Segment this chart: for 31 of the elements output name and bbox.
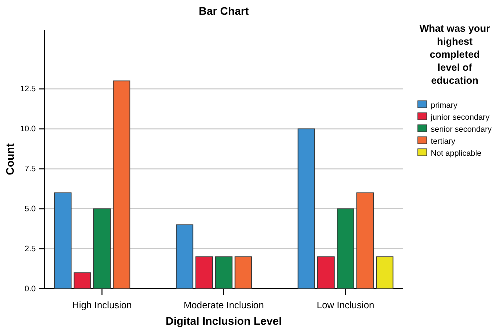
x-tick-label: Moderate Inclusion [184, 300, 264, 312]
legend-label: junior secondary [430, 113, 490, 122]
y-tick-label: 2.5 [24, 244, 37, 254]
bar [234, 256, 252, 290]
y-tick-label: 0.0 [24, 284, 37, 294]
bar [54, 192, 72, 290]
bar [176, 224, 194, 290]
x-tick-label: Low Inclusion [316, 300, 375, 312]
legend-label: tertiary [431, 137, 456, 146]
y-tick-label: 5.0 [24, 204, 37, 214]
legend-label: senior secondary [431, 125, 492, 134]
y-tick-label: 10.0 [20, 124, 37, 134]
y-tick-label: 7.5 [24, 164, 37, 174]
chart-title: Bar Chart [198, 6, 250, 18]
legend-label: primary [431, 101, 458, 110]
bar [215, 256, 233, 290]
bar [94, 208, 111, 290]
legend-title: What was your highest completed level of education [420, 24, 490, 87]
bar [317, 256, 335, 290]
y-axis-title: Count [5, 143, 17, 176]
bar [356, 192, 374, 290]
legend-label: Not applicable [431, 149, 482, 158]
bar [196, 256, 214, 290]
bar [298, 128, 316, 290]
x-tick-label: High Inclusion [72, 300, 132, 312]
bar [113, 80, 131, 290]
y-tick-label: 12.5 [20, 84, 37, 94]
x-axis-title: Digital Inclusion Level [166, 316, 282, 328]
bar [337, 208, 354, 290]
bar [74, 272, 92, 290]
bar [376, 256, 394, 290]
